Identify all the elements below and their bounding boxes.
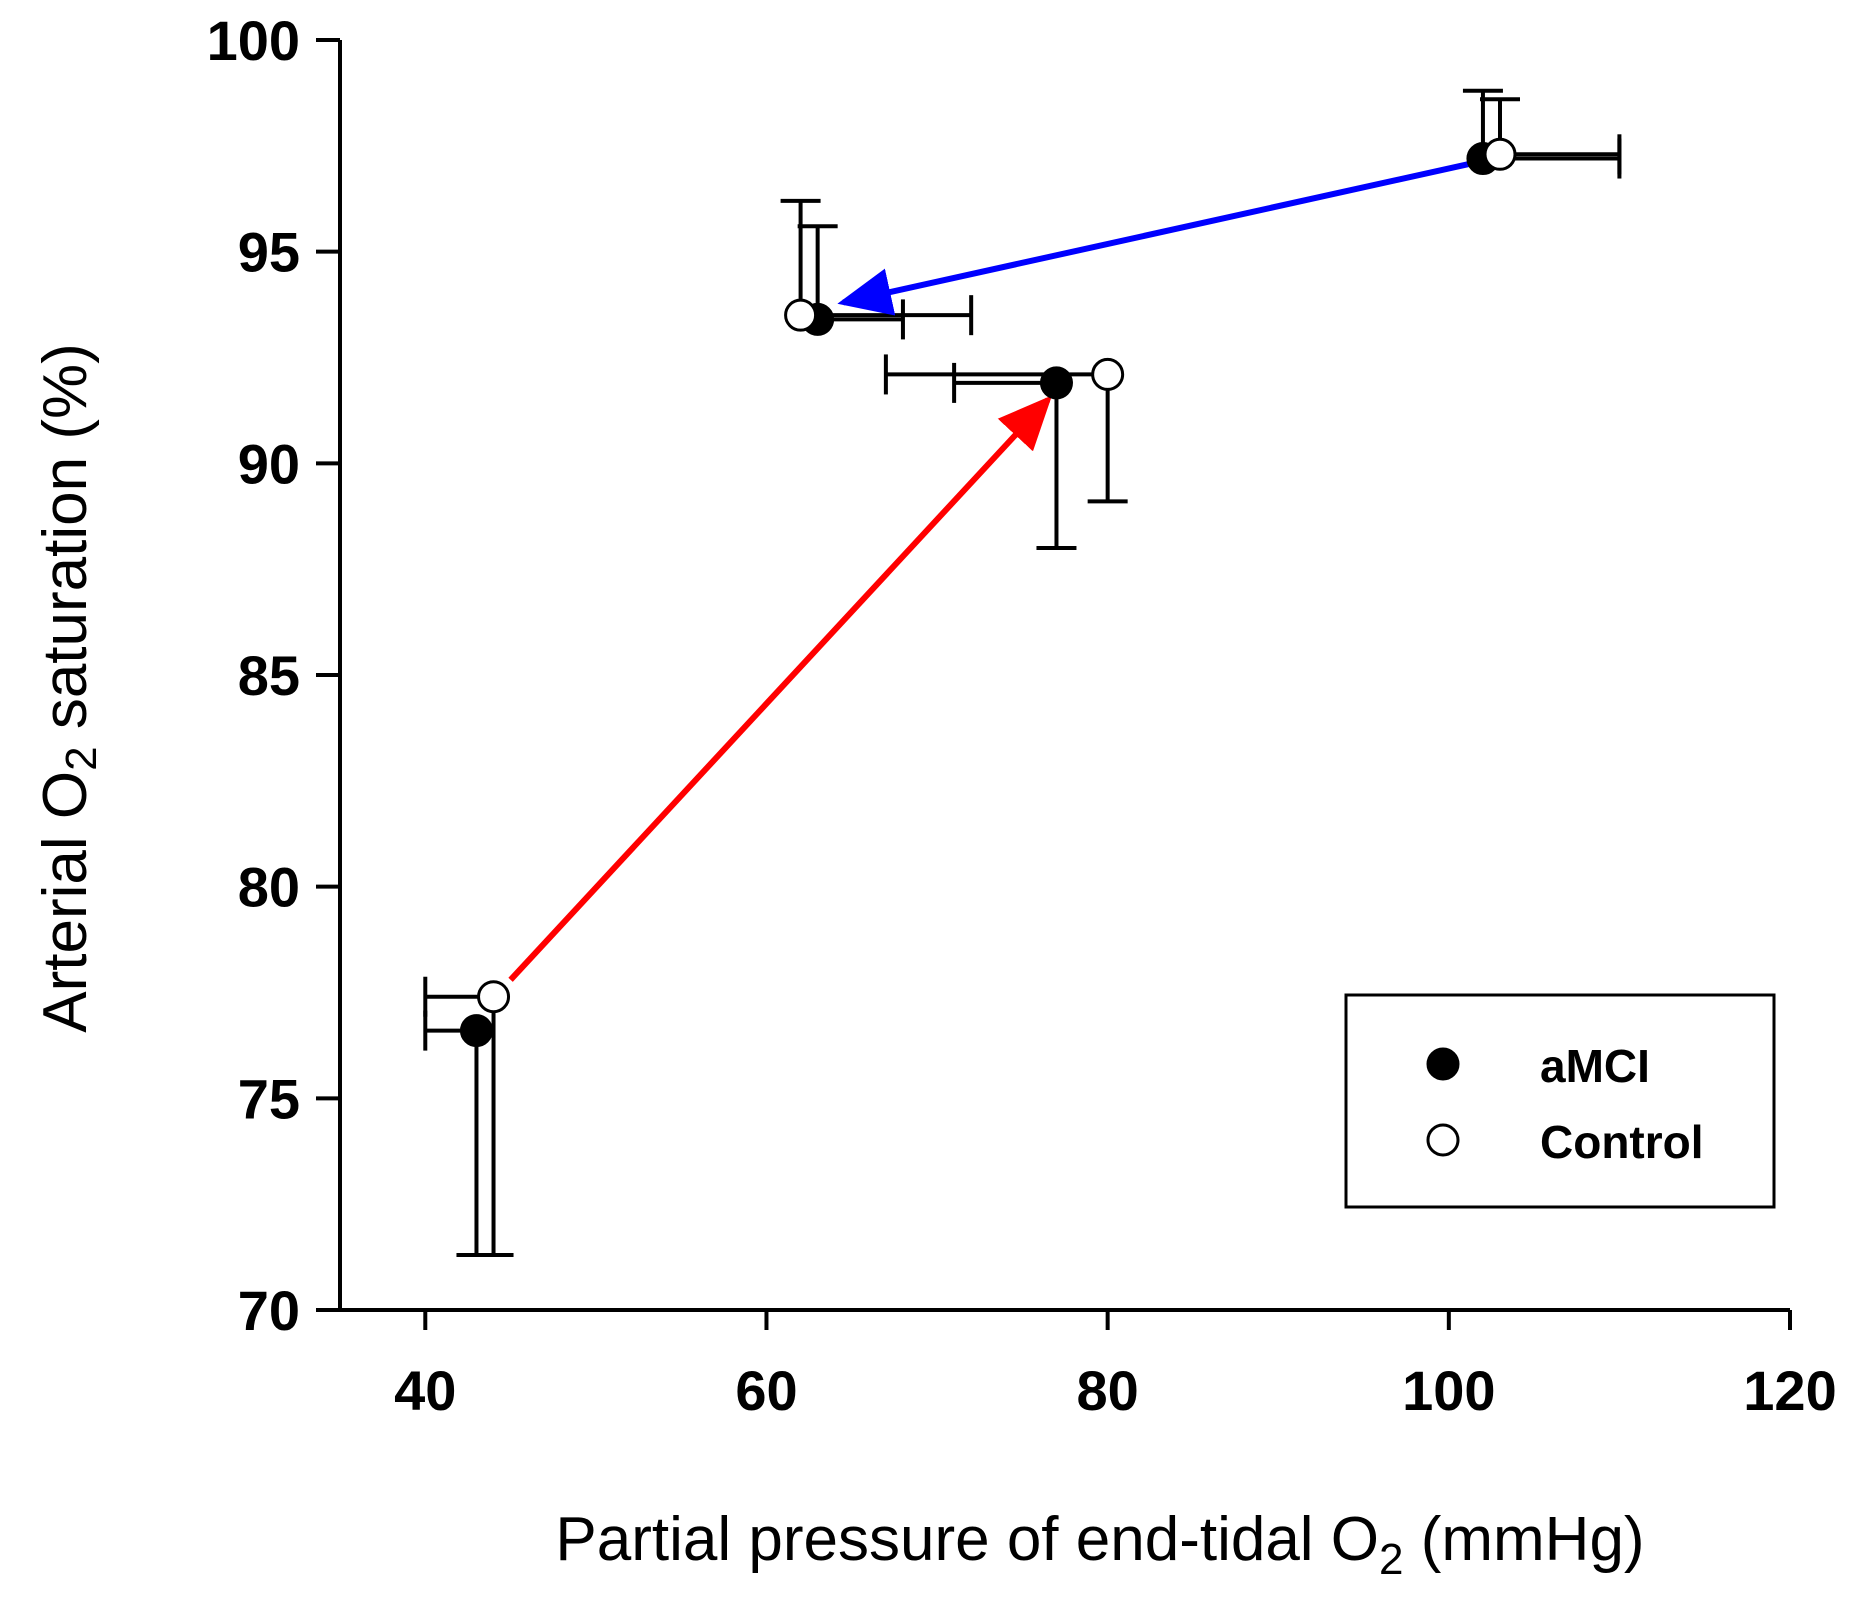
x-tick-label: 40	[394, 1359, 456, 1422]
y-axis-title-pre: Arterial O	[31, 771, 100, 1033]
axes: 40 60 80 100 120 70 75 80 85 90 95 100	[207, 9, 1837, 1422]
x-axis-title-post: (mmHg)	[1404, 1505, 1645, 1574]
y-tick-label: 75	[238, 1067, 300, 1130]
red-arrow	[508, 395, 1053, 982]
x-tick-label: 120	[1743, 1359, 1836, 1422]
y-tick-label: 100	[207, 9, 300, 72]
y-tick-label: 80	[238, 856, 300, 919]
y-tick-label: 95	[238, 221, 300, 284]
amci-point	[459, 1014, 493, 1048]
control-point	[1091, 357, 1125, 391]
legend-box	[1344, 993, 1776, 1209]
y-tick-label: 85	[238, 644, 300, 707]
x-tick-label: 100	[1402, 1359, 1495, 1422]
y-axis-title-post: saturation (%)	[31, 343, 100, 746]
arrows	[508, 159, 1476, 982]
legend-label-control: Control	[1540, 1116, 1704, 1168]
y-axis-title: Arterial O2 saturation (%)	[31, 343, 105, 1032]
legend-marker-amci	[1426, 1047, 1460, 1081]
amci-point	[1039, 366, 1073, 400]
x-axis-title-sub: 2	[1379, 1535, 1403, 1584]
x-tick-label: 80	[1076, 1359, 1138, 1422]
y-axis-title-sub: 2	[57, 746, 106, 770]
legend-marker-control	[1426, 1123, 1460, 1157]
data-points	[459, 137, 1517, 1048]
blue-arrow	[837, 159, 1476, 316]
legend-label-amci: aMCI	[1540, 1040, 1650, 1092]
x-tick-label: 60	[735, 1359, 797, 1422]
legend: aMCI Control	[1344, 993, 1776, 1209]
y-tick-label: 70	[238, 1279, 300, 1342]
y-tick-label: 90	[238, 432, 300, 495]
error-bars	[423, 88, 1622, 1257]
x-axis-title: Partial pressure of end-tidal O2 (mmHg)	[555, 1505, 1644, 1584]
control-point	[784, 298, 818, 332]
control-point	[1483, 137, 1517, 171]
control-point	[477, 980, 511, 1014]
x-axis-title-pre: Partial pressure of end-tidal O	[555, 1505, 1379, 1574]
